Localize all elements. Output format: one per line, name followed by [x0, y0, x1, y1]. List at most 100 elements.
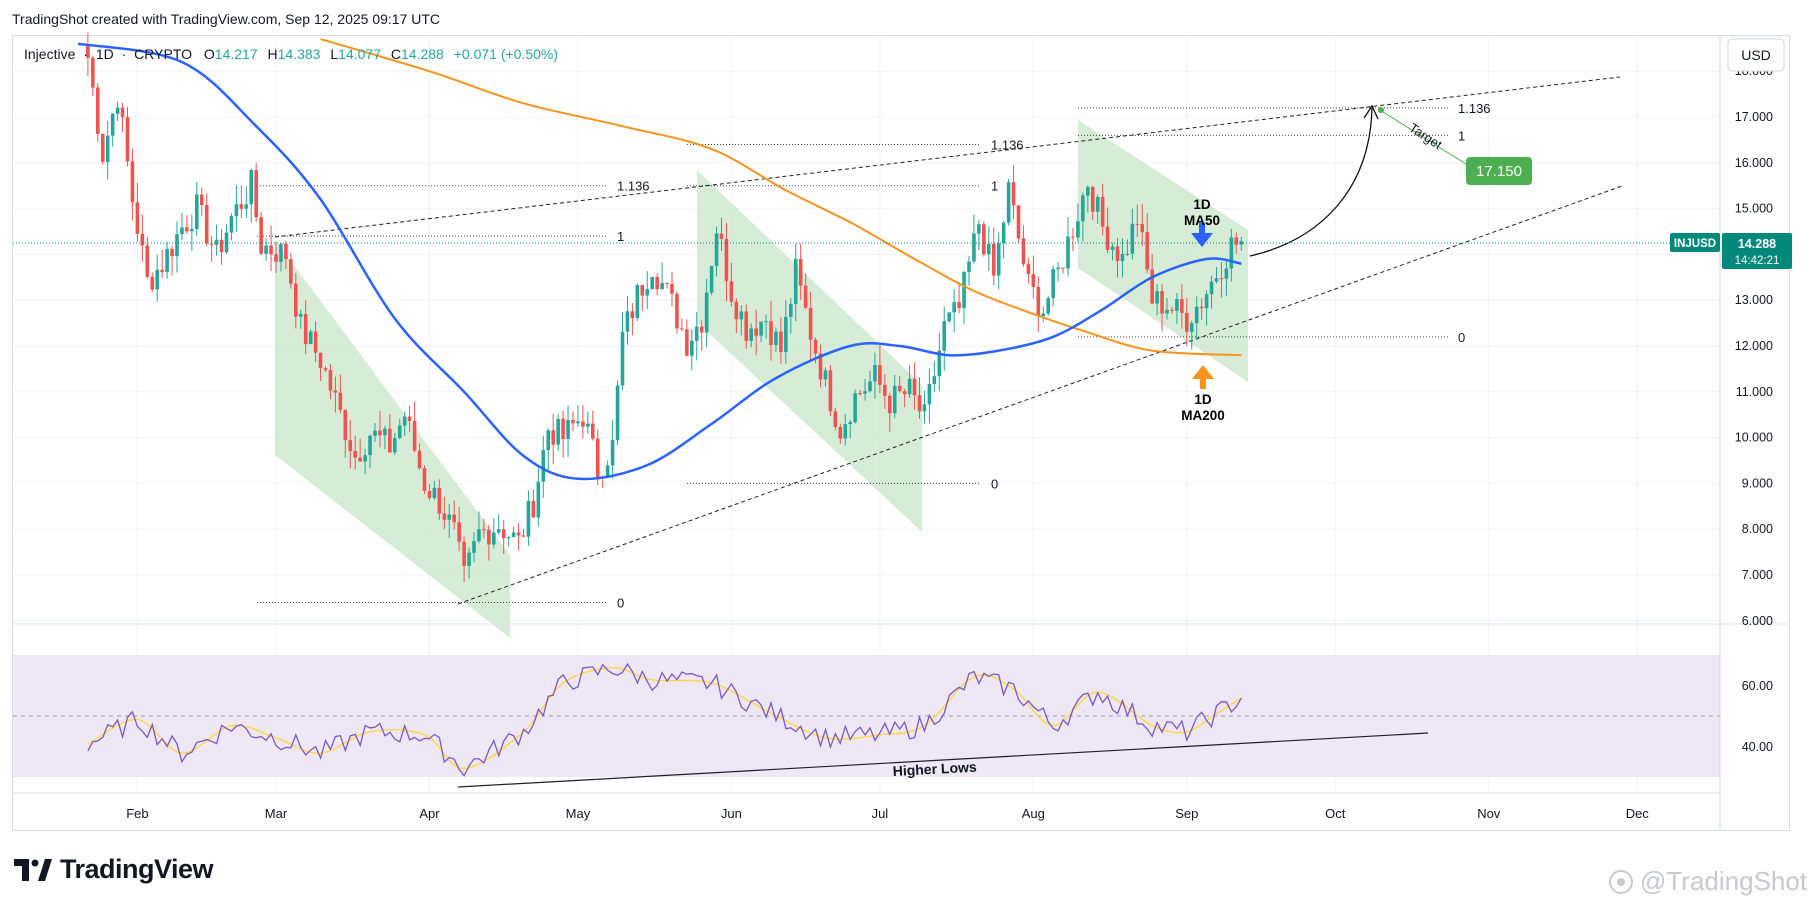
candle-down — [680, 318, 684, 332]
rsi-band — [13, 655, 1720, 777]
candle-up — [927, 368, 932, 423]
candle-up — [383, 425, 387, 450]
candle-up — [605, 460, 610, 478]
candle-down — [427, 484, 432, 501]
candle-down — [209, 235, 214, 262]
candle-up — [848, 419, 852, 439]
candle-up — [1130, 208, 1135, 260]
price-tick: 15.000 — [1735, 202, 1773, 216]
candle-down — [670, 272, 674, 307]
candle-down — [655, 273, 659, 296]
candle-down — [1021, 225, 1026, 267]
candle-up — [650, 276, 654, 290]
channels — [275, 120, 1248, 638]
fib-label: 1 — [1458, 128, 1465, 143]
candle-down — [1180, 284, 1184, 329]
currency-button[interactable]: USD — [1727, 38, 1785, 72]
candle-up — [1001, 220, 1006, 259]
candle-down — [769, 300, 773, 361]
candle-down — [343, 409, 348, 458]
candle-down — [571, 411, 575, 432]
candle-down — [294, 272, 298, 329]
rsi-axis: 60.00 40.00 — [1742, 679, 1773, 754]
candle-up — [432, 481, 437, 501]
candle-up — [932, 361, 937, 393]
svg-text:14:42:21: 14:42:21 — [1735, 255, 1780, 267]
candle-down — [902, 388, 907, 408]
candle-up — [694, 312, 699, 361]
candle-up — [972, 214, 976, 264]
candle-down — [150, 272, 155, 293]
candle-down — [808, 291, 813, 361]
candle-down — [1105, 207, 1110, 254]
price-tick: 17.000 — [1735, 110, 1773, 124]
candle-down — [328, 363, 333, 400]
last-price-tag: INJUSD 14.288 14:42:21 — [1670, 233, 1792, 269]
time-tick: Feb — [126, 806, 148, 821]
candle-up — [952, 289, 956, 333]
price-axis: 18.00017.00016.00015.00014.00013.00012.0… — [1735, 64, 1773, 628]
fib-label: 0 — [991, 476, 998, 491]
candle-down — [912, 362, 917, 410]
price-tick: 6.000 — [1742, 614, 1773, 628]
candle-down — [897, 375, 902, 393]
candle-up — [541, 435, 546, 498]
candle-down — [120, 102, 125, 133]
ma200-line — [320, 38, 1242, 357]
candles — [86, 32, 1244, 582]
candle-down — [630, 303, 635, 336]
candle-up — [155, 254, 159, 302]
candle-down — [754, 309, 758, 356]
candle-down — [1185, 297, 1189, 347]
channel-aug-sep — [1078, 120, 1248, 382]
time-tick: Oct — [1325, 806, 1346, 821]
candle-up — [749, 323, 753, 348]
channel-may-jul — [697, 170, 922, 532]
time-tick: May — [566, 806, 591, 821]
candle-up — [308, 329, 313, 345]
candle-up — [363, 448, 367, 475]
candle-down — [724, 223, 729, 302]
ma50-line — [77, 42, 1242, 481]
candle-down — [1140, 204, 1145, 247]
price-tick: 12.000 — [1735, 339, 1773, 353]
candle-up — [224, 224, 229, 254]
candle-down — [358, 438, 362, 462]
candle-up — [873, 352, 877, 399]
candle-down — [501, 519, 506, 554]
candle-up — [704, 278, 709, 348]
candle-up — [1110, 242, 1115, 261]
candle-down — [303, 300, 308, 355]
tradingview-logo[interactable]: TradingView — [14, 854, 214, 885]
candle-down — [348, 419, 353, 469]
candle-down — [412, 401, 417, 453]
candle-down — [1100, 183, 1105, 236]
candle-up — [1209, 275, 1214, 309]
candle-up — [393, 432, 397, 455]
candle-up — [105, 120, 110, 180]
candle-up — [1086, 185, 1090, 213]
candle-up — [576, 405, 580, 427]
svg-text:17.150: 17.150 — [1476, 163, 1522, 180]
time-tick: Nov — [1477, 806, 1501, 821]
candle-down — [521, 528, 526, 538]
rsi-ma-line — [87, 667, 1242, 770]
candle-up — [922, 390, 927, 424]
chart-caption: TradingShot created with TradingView.com… — [12, 11, 441, 27]
candle-down — [1199, 298, 1204, 320]
symbol-bar[interactable]: Injective · 1D · CRYPTO O14.217 H14.383 … — [24, 46, 558, 62]
candle-down — [818, 344, 823, 388]
candle-down — [289, 252, 293, 289]
candle-down — [145, 236, 150, 279]
candle-down — [1150, 253, 1154, 305]
fib-label: 1 — [991, 179, 998, 194]
candle-up — [526, 490, 531, 546]
candle-up — [229, 213, 234, 241]
candle-down — [803, 273, 808, 309]
candle-down — [1135, 204, 1140, 238]
candle-up — [264, 238, 268, 261]
candle-up — [1189, 320, 1194, 350]
candle-down — [140, 214, 145, 262]
candle-down — [91, 55, 95, 96]
